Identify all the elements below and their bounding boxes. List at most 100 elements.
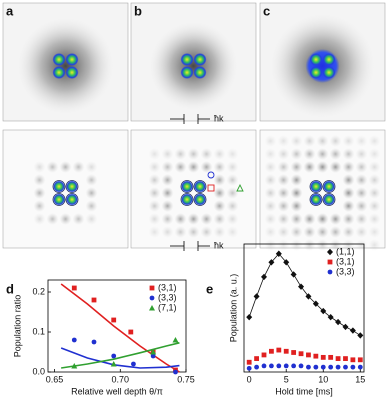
x-axis-label: Relative well depth θ/π bbox=[71, 386, 163, 396]
peak bbox=[322, 66, 336, 79]
peak bbox=[148, 200, 161, 212]
legend-marker bbox=[327, 269, 333, 275]
peak bbox=[355, 148, 368, 160]
peak bbox=[342, 174, 355, 186]
peak bbox=[52, 53, 66, 66]
legend-marker bbox=[327, 259, 333, 265]
x-tick-label: 5 bbox=[284, 374, 289, 384]
peak bbox=[85, 200, 98, 212]
peak bbox=[342, 200, 355, 212]
peak bbox=[161, 148, 174, 160]
peak bbox=[33, 174, 46, 186]
y-axis-label: Population (a. u.) bbox=[228, 274, 238, 343]
peak bbox=[303, 213, 316, 225]
plot-frame bbox=[243, 243, 365, 373]
peak bbox=[342, 239, 355, 251]
peak bbox=[226, 200, 239, 212]
peak bbox=[303, 148, 316, 160]
peak bbox=[303, 161, 316, 173]
peak bbox=[290, 174, 303, 186]
peak bbox=[277, 187, 290, 199]
peak bbox=[342, 226, 355, 238]
peak bbox=[277, 226, 290, 238]
peak bbox=[316, 148, 329, 160]
peak bbox=[316, 213, 329, 225]
peak bbox=[85, 213, 98, 225]
hk-label: ħk bbox=[214, 240, 224, 250]
point bbox=[110, 361, 117, 367]
peak bbox=[264, 135, 277, 147]
point bbox=[71, 363, 78, 369]
peak bbox=[213, 213, 226, 225]
peak bbox=[264, 226, 277, 238]
peak bbox=[368, 226, 381, 238]
peak-ring bbox=[52, 180, 66, 193]
point bbox=[357, 364, 363, 370]
legend-marker bbox=[149, 305, 155, 311]
peak bbox=[148, 187, 161, 199]
peak bbox=[59, 161, 72, 173]
hk-marker bbox=[170, 114, 210, 251]
point bbox=[335, 364, 341, 370]
plot-frame bbox=[47, 279, 187, 373]
peak bbox=[303, 239, 316, 251]
peak-ring bbox=[180, 180, 194, 193]
point bbox=[91, 297, 97, 303]
point bbox=[111, 353, 117, 359]
peak-ring bbox=[309, 193, 323, 206]
peak bbox=[355, 200, 368, 212]
peak bbox=[277, 148, 290, 160]
peak bbox=[355, 239, 368, 251]
panel-label: a bbox=[6, 3, 14, 18]
peak bbox=[342, 135, 355, 147]
peak bbox=[264, 161, 277, 173]
peak bbox=[355, 213, 368, 225]
point bbox=[246, 365, 252, 371]
peak bbox=[290, 239, 303, 251]
peak bbox=[309, 66, 323, 79]
peak bbox=[200, 226, 213, 238]
fit-line bbox=[61, 342, 180, 369]
peak bbox=[226, 148, 239, 160]
panel-label: c bbox=[263, 3, 270, 18]
peak bbox=[161, 200, 174, 212]
image-frame bbox=[2, 129, 129, 249]
peak bbox=[174, 148, 187, 160]
peak bbox=[161, 213, 174, 225]
point bbox=[172, 337, 179, 343]
blob bbox=[305, 49, 340, 83]
point bbox=[343, 356, 348, 361]
peak bbox=[226, 174, 239, 186]
x-tick-label: 0.70 bbox=[112, 374, 130, 384]
peak bbox=[290, 187, 303, 199]
peak-ring bbox=[65, 193, 79, 206]
point bbox=[246, 359, 252, 365]
peak bbox=[277, 135, 290, 147]
peak bbox=[316, 161, 329, 173]
peak bbox=[342, 187, 355, 199]
point bbox=[298, 363, 304, 369]
point bbox=[320, 354, 326, 360]
peak bbox=[174, 226, 187, 238]
series-line bbox=[248, 253, 361, 336]
peak bbox=[290, 200, 303, 212]
peak bbox=[342, 161, 355, 173]
x-tick-label: 0.75 bbox=[177, 374, 195, 384]
point bbox=[320, 364, 326, 370]
peak bbox=[148, 161, 161, 173]
point bbox=[357, 357, 363, 363]
peak bbox=[226, 226, 239, 238]
x-tick-label: 10 bbox=[318, 374, 328, 384]
point bbox=[261, 273, 267, 281]
peak bbox=[264, 148, 277, 160]
point bbox=[313, 364, 319, 370]
peak bbox=[213, 187, 226, 199]
peak bbox=[200, 161, 213, 173]
legend-marker bbox=[327, 248, 333, 256]
legend-label: (3,3) bbox=[336, 266, 355, 276]
peak bbox=[213, 148, 226, 160]
point bbox=[91, 339, 97, 345]
point bbox=[131, 361, 136, 367]
legend-label: (1,1) bbox=[336, 246, 355, 256]
